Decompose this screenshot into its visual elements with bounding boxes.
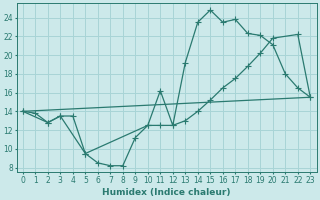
X-axis label: Humidex (Indice chaleur): Humidex (Indice chaleur) xyxy=(102,188,231,197)
